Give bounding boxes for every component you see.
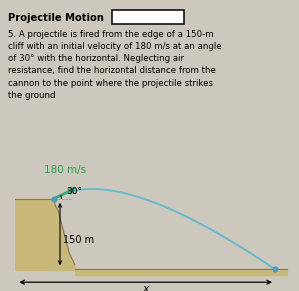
Polygon shape xyxy=(15,199,54,270)
FancyBboxPatch shape xyxy=(112,10,184,24)
Text: x: x xyxy=(142,284,149,291)
Text: 180 m/s: 180 m/s xyxy=(44,165,86,175)
Text: 150 m: 150 m xyxy=(63,235,94,245)
Polygon shape xyxy=(54,199,75,270)
Text: 5. A projectile is fired from the edge of a 150-m
cliff with an initial velocity: 5. A projectile is fired from the edge o… xyxy=(8,30,222,100)
Text: 30°: 30° xyxy=(66,187,83,196)
Polygon shape xyxy=(75,269,287,275)
Text: Projectile Motion: Projectile Motion xyxy=(8,13,104,23)
